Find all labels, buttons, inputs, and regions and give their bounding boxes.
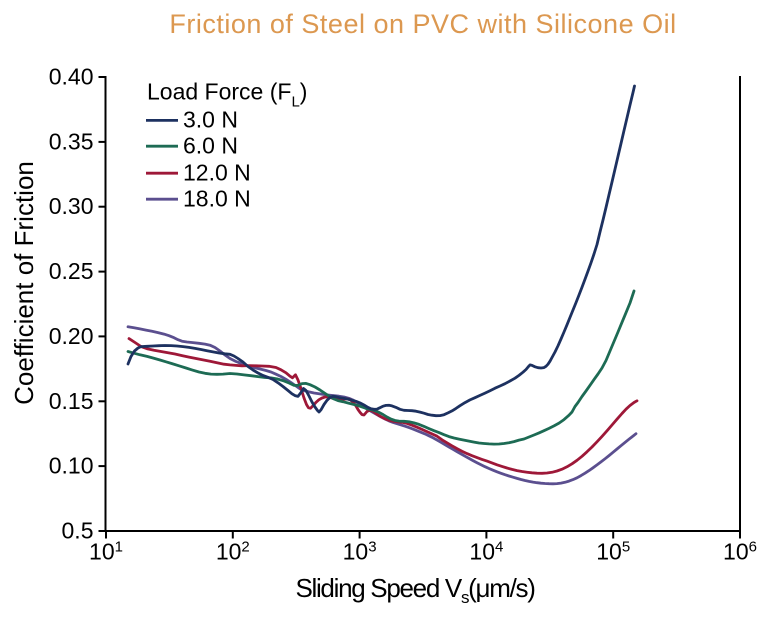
svg-text:3.0 N: 3.0 N <box>183 107 238 133</box>
svg-text:12.0 N: 12.0 N <box>183 159 251 185</box>
svg-text:18.0 N: 18.0 N <box>183 185 251 211</box>
svg-text:102: 102 <box>216 539 250 565</box>
svg-text:0.15: 0.15 <box>49 388 94 414</box>
svg-text:0.35: 0.35 <box>49 128 94 154</box>
svg-text:6.0 N: 6.0 N <box>183 133 238 159</box>
svg-text:Sliding Speed Vs(μm/s): Sliding Speed Vs(μm/s) <box>295 573 535 607</box>
svg-text:Coefficient of Friction: Coefficient of Friction <box>9 161 39 405</box>
svg-text:0.40: 0.40 <box>49 64 94 90</box>
svg-text:101: 101 <box>89 539 123 565</box>
svg-text:0.30: 0.30 <box>49 193 94 219</box>
svg-text:106: 106 <box>723 539 757 565</box>
svg-text:0.10: 0.10 <box>49 453 94 479</box>
svg-text:104: 104 <box>469 539 503 565</box>
svg-text:0.25: 0.25 <box>49 258 94 284</box>
svg-text:Friction of Steel on PVC with: Friction of Steel on PVC with Silicone O… <box>169 9 676 39</box>
svg-text:105: 105 <box>596 539 630 565</box>
svg-text:0.5: 0.5 <box>62 518 94 544</box>
svg-text:103: 103 <box>343 539 377 565</box>
svg-text:0.20: 0.20 <box>49 323 94 349</box>
